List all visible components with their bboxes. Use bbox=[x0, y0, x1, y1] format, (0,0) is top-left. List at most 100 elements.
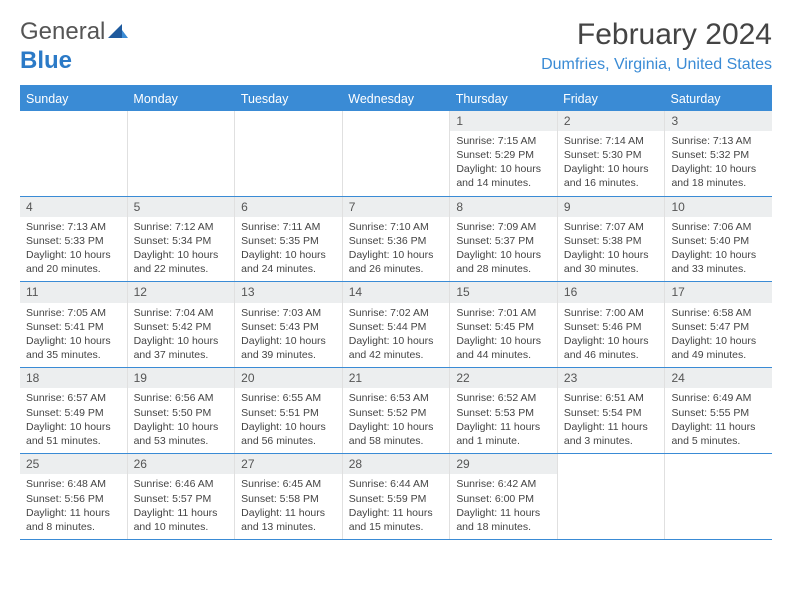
day-body: Sunrise: 7:05 AMSunset: 5:41 PMDaylight:… bbox=[20, 303, 127, 368]
day-number: 10 bbox=[665, 197, 772, 217]
sunset-text: Sunset: 5:47 PM bbox=[671, 320, 766, 334]
day-body: Sunrise: 6:51 AMSunset: 5:54 PMDaylight:… bbox=[558, 388, 665, 453]
day-body: Sunrise: 7:12 AMSunset: 5:34 PMDaylight:… bbox=[128, 217, 235, 282]
sunrise-text: Sunrise: 6:55 AM bbox=[241, 391, 336, 405]
sunset-text: Sunset: 5:34 PM bbox=[134, 234, 229, 248]
sunset-text: Sunset: 5:50 PM bbox=[134, 406, 229, 420]
sunset-text: Sunset: 5:35 PM bbox=[241, 234, 336, 248]
sunset-text: Sunset: 5:52 PM bbox=[349, 406, 444, 420]
day-number: 1 bbox=[450, 111, 557, 131]
day-body: Sunrise: 7:09 AMSunset: 5:37 PMDaylight:… bbox=[450, 217, 557, 282]
day-number: 21 bbox=[343, 368, 450, 388]
sunrise-text: Sunrise: 6:49 AM bbox=[671, 391, 766, 405]
day-cell: 2Sunrise: 7:14 AMSunset: 5:30 PMDaylight… bbox=[557, 111, 665, 196]
daylight-text: Daylight: 10 hours and 37 minutes. bbox=[134, 334, 229, 362]
day-body: Sunrise: 6:55 AMSunset: 5:51 PMDaylight:… bbox=[235, 388, 342, 453]
empty-cell bbox=[20, 111, 127, 196]
day-cell: 22Sunrise: 6:52 AMSunset: 5:53 PMDayligh… bbox=[449, 368, 557, 453]
day-header: Sunday bbox=[20, 87, 127, 111]
day-body: Sunrise: 6:45 AMSunset: 5:58 PMDaylight:… bbox=[235, 474, 342, 539]
sunrise-text: Sunrise: 7:05 AM bbox=[26, 306, 121, 320]
daylight-text: Daylight: 10 hours and 26 minutes. bbox=[349, 248, 444, 276]
calendar: Sunday Monday Tuesday Wednesday Thursday… bbox=[20, 85, 772, 540]
empty-cell bbox=[557, 454, 665, 539]
daylight-text: Daylight: 10 hours and 46 minutes. bbox=[564, 334, 659, 362]
day-number: 7 bbox=[343, 197, 450, 217]
sunset-text: Sunset: 5:38 PM bbox=[564, 234, 659, 248]
day-cell: 17Sunrise: 6:58 AMSunset: 5:47 PMDayligh… bbox=[664, 282, 772, 367]
daylight-text: Daylight: 10 hours and 39 minutes. bbox=[241, 334, 336, 362]
day-header: Wednesday bbox=[342, 87, 449, 111]
daylight-text: Daylight: 11 hours and 13 minutes. bbox=[241, 506, 336, 534]
daylight-text: Daylight: 11 hours and 5 minutes. bbox=[671, 420, 766, 448]
day-number: 27 bbox=[235, 454, 342, 474]
day-cell: 1Sunrise: 7:15 AMSunset: 5:29 PMDaylight… bbox=[449, 111, 557, 196]
day-number: 25 bbox=[20, 454, 127, 474]
day-body: Sunrise: 7:07 AMSunset: 5:38 PMDaylight:… bbox=[558, 217, 665, 282]
day-body: Sunrise: 7:03 AMSunset: 5:43 PMDaylight:… bbox=[235, 303, 342, 368]
day-number: 15 bbox=[450, 282, 557, 302]
sunset-text: Sunset: 5:33 PM bbox=[26, 234, 121, 248]
sunrise-text: Sunrise: 7:03 AM bbox=[241, 306, 336, 320]
day-number: 19 bbox=[128, 368, 235, 388]
sunrise-text: Sunrise: 7:13 AM bbox=[26, 220, 121, 234]
day-cell: 16Sunrise: 7:00 AMSunset: 5:46 PMDayligh… bbox=[557, 282, 665, 367]
day-number: 29 bbox=[450, 454, 557, 474]
day-body: Sunrise: 7:01 AMSunset: 5:45 PMDaylight:… bbox=[450, 303, 557, 368]
day-header: Saturday bbox=[665, 87, 772, 111]
day-cell: 29Sunrise: 6:42 AMSunset: 6:00 PMDayligh… bbox=[449, 454, 557, 539]
daylight-text: Daylight: 10 hours and 14 minutes. bbox=[456, 162, 551, 190]
daylight-text: Daylight: 10 hours and 58 minutes. bbox=[349, 420, 444, 448]
day-header-row: Sunday Monday Tuesday Wednesday Thursday… bbox=[20, 87, 772, 111]
day-cell: 19Sunrise: 6:56 AMSunset: 5:50 PMDayligh… bbox=[127, 368, 235, 453]
day-number: 18 bbox=[20, 368, 127, 388]
day-cell: 18Sunrise: 6:57 AMSunset: 5:49 PMDayligh… bbox=[20, 368, 127, 453]
sunset-text: Sunset: 5:43 PM bbox=[241, 320, 336, 334]
day-number: 23 bbox=[558, 368, 665, 388]
day-cell: 6Sunrise: 7:11 AMSunset: 5:35 PMDaylight… bbox=[234, 197, 342, 282]
daylight-text: Daylight: 10 hours and 20 minutes. bbox=[26, 248, 121, 276]
day-cell: 25Sunrise: 6:48 AMSunset: 5:56 PMDayligh… bbox=[20, 454, 127, 539]
sunset-text: Sunset: 5:32 PM bbox=[671, 148, 766, 162]
daylight-text: Daylight: 10 hours and 28 minutes. bbox=[456, 248, 551, 276]
day-number: 9 bbox=[558, 197, 665, 217]
day-number: 14 bbox=[343, 282, 450, 302]
day-number: 3 bbox=[665, 111, 772, 131]
day-body: Sunrise: 6:53 AMSunset: 5:52 PMDaylight:… bbox=[343, 388, 450, 453]
day-number: 24 bbox=[665, 368, 772, 388]
day-cell: 11Sunrise: 7:05 AMSunset: 5:41 PMDayligh… bbox=[20, 282, 127, 367]
sunrise-text: Sunrise: 7:10 AM bbox=[349, 220, 444, 234]
location-label: Dumfries, Virginia, United States bbox=[541, 56, 772, 74]
day-cell: 10Sunrise: 7:06 AMSunset: 5:40 PMDayligh… bbox=[664, 197, 772, 282]
sunset-text: Sunset: 5:54 PM bbox=[564, 406, 659, 420]
day-body: Sunrise: 7:13 AMSunset: 5:33 PMDaylight:… bbox=[20, 217, 127, 282]
day-cell: 15Sunrise: 7:01 AMSunset: 5:45 PMDayligh… bbox=[449, 282, 557, 367]
day-cell: 24Sunrise: 6:49 AMSunset: 5:55 PMDayligh… bbox=[664, 368, 772, 453]
day-cell: 5Sunrise: 7:12 AMSunset: 5:34 PMDaylight… bbox=[127, 197, 235, 282]
title-block: February 2024 Dumfries, Virginia, United… bbox=[541, 18, 772, 74]
sunset-text: Sunset: 5:49 PM bbox=[26, 406, 121, 420]
sunrise-text: Sunrise: 6:52 AM bbox=[456, 391, 551, 405]
sunset-text: Sunset: 5:51 PM bbox=[241, 406, 336, 420]
day-number: 11 bbox=[20, 282, 127, 302]
week-row: 25Sunrise: 6:48 AMSunset: 5:56 PMDayligh… bbox=[20, 454, 772, 540]
daylight-text: Daylight: 10 hours and 42 minutes. bbox=[349, 334, 444, 362]
sunrise-text: Sunrise: 7:00 AM bbox=[564, 306, 659, 320]
day-body: Sunrise: 6:52 AMSunset: 5:53 PMDaylight:… bbox=[450, 388, 557, 453]
day-number: 5 bbox=[128, 197, 235, 217]
sunset-text: Sunset: 5:57 PM bbox=[134, 492, 229, 506]
daylight-text: Daylight: 11 hours and 3 minutes. bbox=[564, 420, 659, 448]
daylight-text: Daylight: 11 hours and 10 minutes. bbox=[134, 506, 229, 534]
day-cell: 3Sunrise: 7:13 AMSunset: 5:32 PMDaylight… bbox=[664, 111, 772, 196]
day-cell: 7Sunrise: 7:10 AMSunset: 5:36 PMDaylight… bbox=[342, 197, 450, 282]
day-body: Sunrise: 6:44 AMSunset: 5:59 PMDaylight:… bbox=[343, 474, 450, 539]
sunset-text: Sunset: 5:41 PM bbox=[26, 320, 121, 334]
day-header: Friday bbox=[557, 87, 664, 111]
daylight-text: Daylight: 10 hours and 49 minutes. bbox=[671, 334, 766, 362]
sunset-text: Sunset: 6:00 PM bbox=[456, 492, 551, 506]
day-body: Sunrise: 6:46 AMSunset: 5:57 PMDaylight:… bbox=[128, 474, 235, 539]
day-number: 4 bbox=[20, 197, 127, 217]
daylight-text: Daylight: 10 hours and 33 minutes. bbox=[671, 248, 766, 276]
day-cell: 8Sunrise: 7:09 AMSunset: 5:37 PMDaylight… bbox=[449, 197, 557, 282]
empty-cell bbox=[234, 111, 342, 196]
